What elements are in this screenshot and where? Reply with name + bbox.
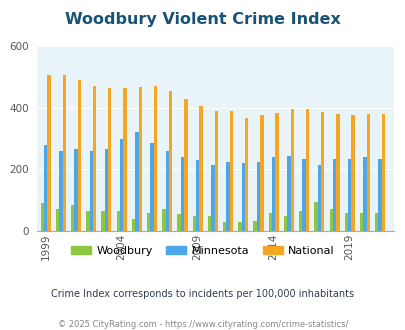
Bar [123,88,126,231]
Bar [120,139,123,231]
Bar [256,162,260,231]
Bar [44,145,47,231]
Bar [77,80,81,231]
Bar [71,205,74,231]
Bar [377,159,381,231]
Bar [177,214,180,231]
Bar [104,149,108,231]
Bar [214,111,217,231]
Bar [47,76,51,231]
Bar [138,87,142,231]
Bar [222,222,226,231]
Bar [132,219,135,231]
Bar [253,221,256,231]
Bar [283,215,286,231]
Bar [313,202,317,231]
Bar [153,86,157,231]
Bar [359,213,362,231]
Bar [332,159,335,231]
Bar [211,165,214,231]
Bar [165,151,168,231]
Bar [238,222,241,231]
Bar [268,213,271,231]
Text: Woodbury Violent Crime Index: Woodbury Violent Crime Index [65,12,340,26]
Bar [226,162,229,231]
Bar [366,114,369,231]
Bar [241,163,244,231]
Bar [40,203,44,231]
Bar [90,151,93,231]
Bar [298,211,302,231]
Bar [192,215,196,231]
Bar [344,213,347,231]
Text: Crime Index corresponds to incidents per 100,000 inhabitants: Crime Index corresponds to incidents per… [51,289,354,299]
Bar [184,99,187,231]
Bar [147,213,150,231]
Bar [347,159,351,231]
Text: © 2025 CityRating.com - https://www.cityrating.com/crime-statistics/: © 2025 CityRating.com - https://www.city… [58,320,347,329]
Bar [229,112,232,231]
Bar [302,159,305,231]
Bar [196,160,199,231]
Bar [150,143,153,231]
Bar [317,165,320,231]
Bar [351,115,354,231]
Bar [62,76,66,231]
Bar [116,211,120,231]
Bar [286,156,290,231]
Bar [56,210,59,231]
Legend: Woodbury, Minnesota, National: Woodbury, Minnesota, National [66,241,339,260]
Bar [168,91,172,231]
Bar [374,213,377,231]
Bar [305,109,308,231]
Bar [290,109,293,231]
Bar [101,211,104,231]
Bar [74,149,77,231]
Bar [93,86,96,231]
Bar [180,157,184,231]
Bar [244,118,248,231]
Bar [199,106,202,231]
Bar [86,211,90,231]
Bar [260,115,263,231]
Bar [271,157,275,231]
Bar [108,88,111,231]
Bar [362,157,366,231]
Bar [207,215,211,231]
Bar [320,113,324,231]
Bar [162,210,165,231]
Bar [335,114,339,231]
Bar [329,209,332,231]
Bar [275,113,278,231]
Bar [381,114,384,231]
Bar [59,151,62,231]
Bar [135,132,138,231]
